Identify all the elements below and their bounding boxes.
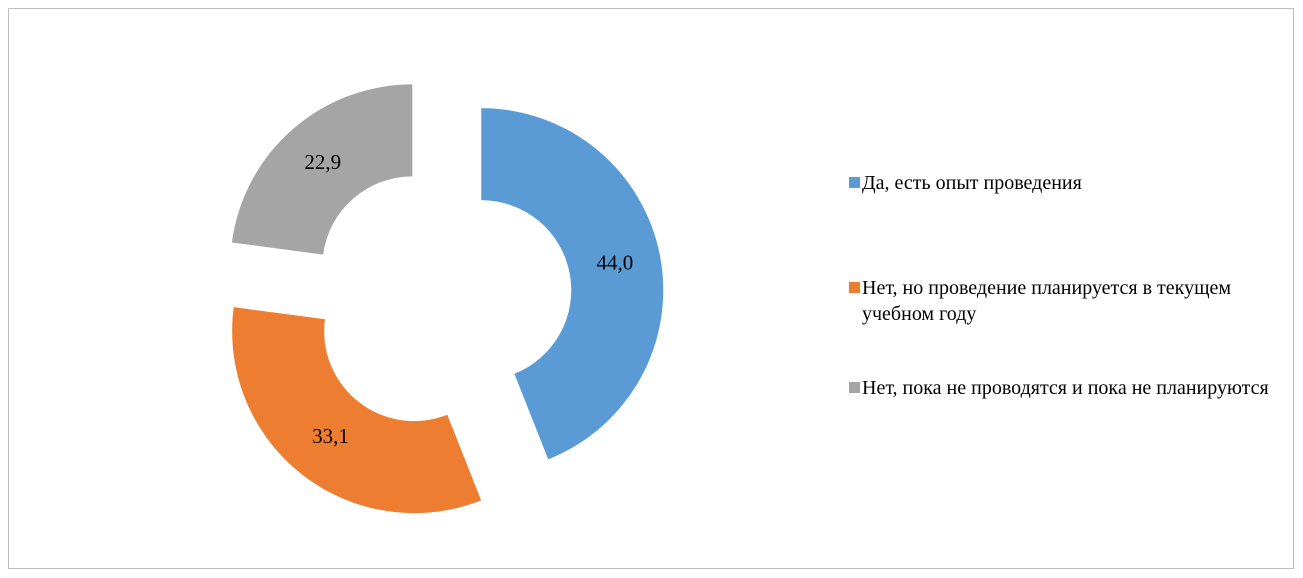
legend-swatch — [849, 177, 860, 188]
data-label: 33,1 — [312, 424, 349, 448]
donut-segment — [481, 108, 664, 460]
chart-frame — [8, 8, 1294, 569]
legend-label: Да, есть опыт проведения — [862, 172, 1082, 194]
donut-segment — [232, 307, 482, 514]
legend-label: Нет, пока не проводятся и пока не планир… — [862, 377, 1269, 399]
data-label: 22,9 — [304, 150, 341, 174]
legend-swatch — [849, 282, 860, 293]
donut-segment — [231, 84, 413, 255]
data-label: 44,0 — [596, 250, 633, 274]
legend-swatch — [849, 382, 860, 393]
legend-label: Нет, но проведение планируется в текущем… — [862, 277, 1232, 325]
